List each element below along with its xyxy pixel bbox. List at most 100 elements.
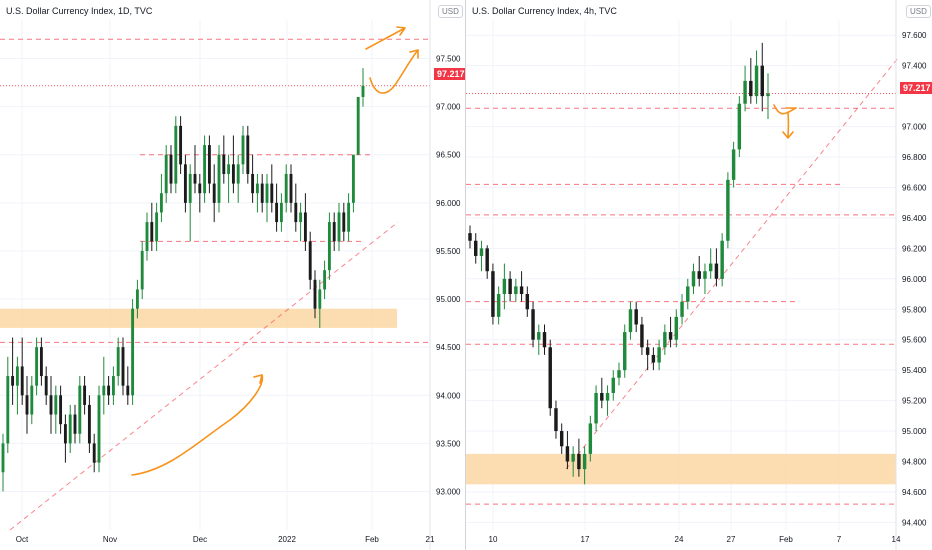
candle-body xyxy=(760,65,764,97)
candle-body xyxy=(686,286,690,302)
y-tick-label: 97.000 xyxy=(902,123,927,132)
candle-body xyxy=(73,414,77,434)
candle-body xyxy=(351,154,355,203)
4h-chart-canvas[interactable]: 97.600 97.400 97.000 96.800 96.600 96.400 96.2… xyxy=(466,0,932,550)
candle-body xyxy=(565,446,570,462)
candle-body xyxy=(594,392,598,424)
candle-body xyxy=(766,93,770,97)
candle-body xyxy=(508,278,512,295)
candle-body xyxy=(251,173,255,194)
candle-body xyxy=(582,453,587,470)
candle-body xyxy=(97,395,101,463)
candle-body xyxy=(169,154,173,184)
candle-body xyxy=(92,443,96,463)
y-tick-label: 96.800 xyxy=(902,153,927,162)
candle-body xyxy=(270,183,274,203)
chart-panel-daily[interactable]: 97.500 97.000 96.500 96.000 95.500 95.000 94.5… xyxy=(0,0,468,550)
chart-panel-4h[interactable]: 97.600 97.400 97.000 96.800 96.600 96.400 96.2… xyxy=(466,0,932,550)
candle-body xyxy=(11,376,15,386)
candle-body xyxy=(600,392,604,401)
projection-arrow xyxy=(365,26,406,50)
y-tick-label: 95.000 xyxy=(902,427,927,436)
candle-body xyxy=(68,414,72,444)
daily-chart-canvas[interactable]: 97.500 97.000 96.500 96.000 95.500 95.000 94.5… xyxy=(0,0,466,550)
candle-body xyxy=(754,65,759,97)
candle-body xyxy=(327,222,331,271)
candle-body xyxy=(628,309,633,333)
candle-body xyxy=(708,263,713,272)
candle-body xyxy=(241,135,245,165)
y-tick-label: 96.000 xyxy=(902,275,927,284)
candle-body xyxy=(611,377,615,393)
candle-body xyxy=(78,385,82,434)
candle-body xyxy=(59,395,63,425)
chart-title-daily: U.S. Dollar Currency Index, 1D, TVC xyxy=(6,6,153,16)
candle-body xyxy=(227,164,231,174)
y-tick-label: 95.000 xyxy=(436,295,461,304)
candle-body xyxy=(102,385,106,396)
y-tick-label: 94.000 xyxy=(436,391,461,400)
y-tick-label: 94.600 xyxy=(902,488,927,497)
candle-body xyxy=(289,173,293,203)
y-tick-label: 95.200 xyxy=(902,397,927,406)
candle-body xyxy=(657,347,661,363)
candle-body xyxy=(479,248,484,256)
candle-body xyxy=(198,183,202,194)
candle-body xyxy=(548,347,552,409)
candle-body xyxy=(126,385,130,396)
x-tick-label: Feb xyxy=(779,535,793,544)
candle-body xyxy=(342,212,346,232)
candle-body xyxy=(737,103,742,150)
candle-body xyxy=(542,332,547,348)
candle-body xyxy=(680,301,684,317)
chart-title-4h: U.S. Dollar Currency Index, 4h, TVC xyxy=(472,6,617,16)
candle-body xyxy=(356,96,360,155)
x-tick-label: 17 xyxy=(581,535,590,544)
candle-body xyxy=(531,309,535,340)
candle-body xyxy=(299,212,303,223)
candle-body xyxy=(674,316,679,340)
candle-body xyxy=(6,376,10,444)
candle-body xyxy=(361,85,365,97)
candle-body xyxy=(605,392,610,401)
panel-divider[interactable] xyxy=(465,0,466,550)
y-tick-label: 96.600 xyxy=(902,183,927,192)
candle-body xyxy=(164,154,168,194)
candle-body xyxy=(174,125,178,184)
projection-arrow xyxy=(369,49,419,94)
y-tick-label: 95.800 xyxy=(902,305,927,314)
candle-body xyxy=(332,222,336,242)
candle-body xyxy=(246,135,250,174)
candle-body xyxy=(44,376,48,396)
candle-body xyxy=(525,294,530,310)
candle-body xyxy=(651,354,656,363)
candle-body xyxy=(83,385,87,405)
candle-body xyxy=(308,241,312,280)
candle-body xyxy=(87,404,91,444)
candle-body xyxy=(265,183,269,203)
x-tick-label: 2022 xyxy=(278,535,296,544)
y-tick-label: 93.000 xyxy=(436,488,461,497)
candle-body xyxy=(135,289,139,309)
candle-body xyxy=(703,271,707,279)
candle-body xyxy=(207,145,211,184)
candle-body xyxy=(20,366,24,396)
y-tick-label: 95.600 xyxy=(902,336,927,345)
candle-body xyxy=(140,250,144,290)
candle-body xyxy=(212,183,216,203)
y-tick-label: 96.000 xyxy=(436,199,461,208)
candle-body xyxy=(222,154,226,174)
candle-body xyxy=(131,308,135,396)
candle-body xyxy=(188,173,192,203)
candle-body xyxy=(63,424,67,444)
projection-arrow xyxy=(782,111,794,139)
x-tick-label: Feb xyxy=(365,535,379,544)
x-tick-label: 24 xyxy=(675,535,684,544)
candle-body xyxy=(537,332,541,340)
last-price-badge-4h: 97.217 xyxy=(900,82,932,94)
candle-body xyxy=(514,286,518,295)
candle-body xyxy=(255,183,259,194)
candle-body xyxy=(54,395,58,415)
candle-body xyxy=(720,240,724,279)
candle-body xyxy=(39,347,43,377)
